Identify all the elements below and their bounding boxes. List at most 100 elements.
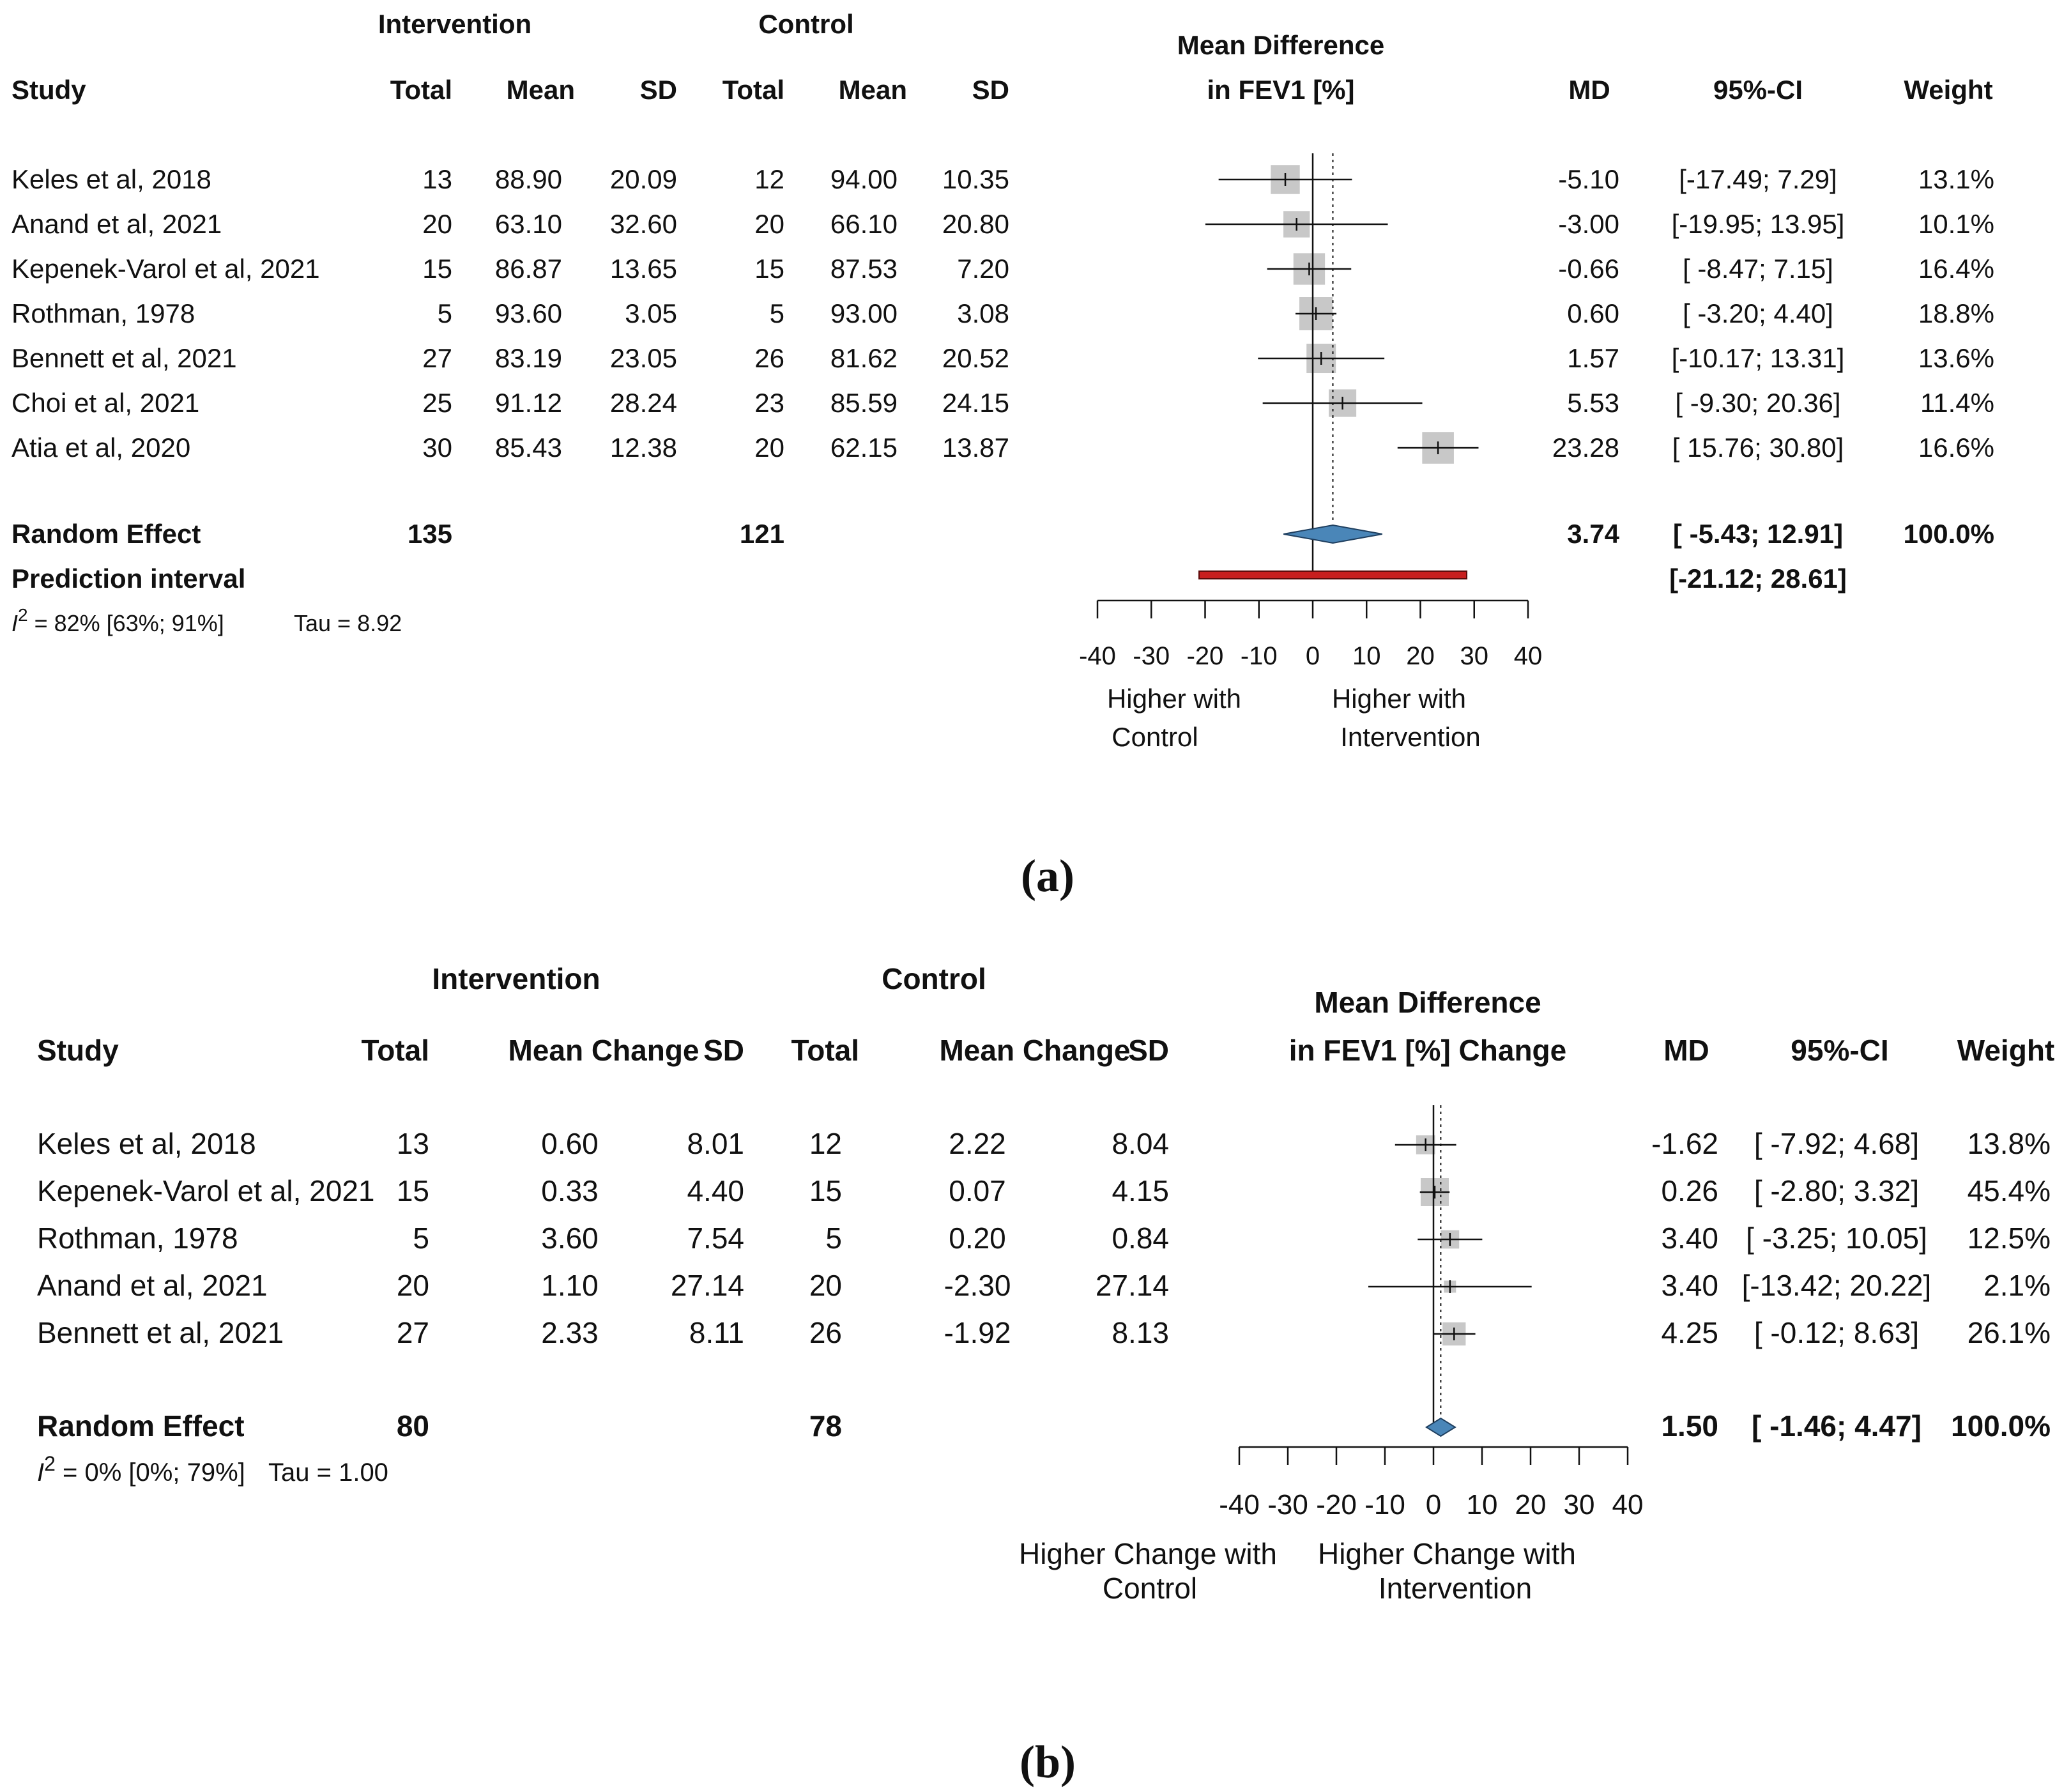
tau-value: Tau = 1.00 [268, 1459, 388, 1487]
column-header: SD [640, 75, 677, 105]
table-cell: 12.38 [610, 433, 677, 463]
ci-value: [-19.95; 13.95] [1672, 209, 1845, 239]
table-cell: 13 [422, 164, 452, 194]
md-value: 5.53 [1567, 388, 1619, 418]
x-tick-label: 0 [1306, 642, 1320, 670]
x-tick-label: 20 [1406, 642, 1435, 670]
table-cell: 10.35 [942, 164, 1009, 194]
table-cell: 12 [809, 1127, 842, 1160]
table-cell: 15 [809, 1174, 842, 1207]
table-cell: 5 [770, 298, 784, 328]
table-cell: 15 [754, 254, 784, 284]
table-cell: 8.01 [687, 1127, 744, 1160]
study-label: Keles et al, 2018 [11, 164, 211, 194]
column-header: Mean Change [939, 1034, 1130, 1067]
table-cell: 4.15 [1112, 1174, 1169, 1207]
table-cell: 3.08 [957, 298, 1009, 328]
table-cell: 93.00 [830, 298, 898, 328]
table-cell: 3.05 [625, 298, 677, 328]
md-value: 4.25 [1661, 1316, 1718, 1349]
table-cell: 7.20 [957, 254, 1009, 284]
column-header: SD [1128, 1034, 1169, 1067]
table-cell: 20.52 [942, 343, 1009, 373]
table-cell: 20 [754, 433, 784, 463]
column-header: SD [703, 1034, 744, 1067]
random-effect-int-total: 80 [397, 1409, 429, 1443]
table-cell: 94.00 [830, 164, 898, 194]
random-effect-md: 1.50 [1661, 1409, 1718, 1443]
plot-title: in FEV1 [%] [1207, 75, 1354, 105]
weight-value: 2.1% [1983, 1269, 2051, 1302]
random-effect-diamond [1283, 524, 1382, 544]
md-value: -1.62 [1651, 1127, 1718, 1160]
table-cell: 62.15 [830, 433, 898, 463]
x-tick-label: 10 [1352, 642, 1381, 670]
study-label: Keles et al, 2018 [37, 1127, 256, 1160]
md-value: 3.40 [1661, 1221, 1718, 1255]
favours-right-label: Higher Change with [1318, 1537, 1576, 1570]
table-cell: 23.05 [610, 343, 677, 373]
x-tick-label: -40 [1219, 1489, 1260, 1520]
x-tick-label: -30 [1133, 642, 1170, 670]
table-cell: 81.62 [830, 343, 898, 373]
table-cell: 20 [809, 1269, 842, 1302]
column-header: Mean [839, 75, 907, 105]
table-cell: 13 [397, 1127, 429, 1160]
weight-value: 45.4% [1968, 1174, 2051, 1207]
ci-value: [ -0.12; 8.63] [1754, 1316, 1919, 1349]
table-cell: 27.14 [671, 1269, 744, 1302]
md-value: 1.57 [1567, 343, 1619, 373]
table-cell: 8.13 [1112, 1316, 1169, 1349]
table-cell: 27 [397, 1316, 429, 1349]
table-cell: -2.30 [944, 1269, 1011, 1302]
random-effect-ci: [ -1.46; 4.47] [1752, 1409, 1922, 1443]
md-value: -5.10 [1558, 164, 1619, 194]
result-header: 95%-CI [1713, 75, 1803, 105]
favours-right-label: Intervention [1340, 722, 1480, 752]
table-cell: 13.87 [942, 433, 1009, 463]
x-tick-label: -30 [1267, 1489, 1308, 1520]
table-cell: 3.60 [541, 1221, 599, 1255]
random-effect-ctl-total: 121 [740, 519, 784, 549]
table-cell: 20.09 [610, 164, 677, 194]
table-cell: 5 [413, 1221, 429, 1255]
x-tick-label: 20 [1515, 1489, 1547, 1520]
x-tick-label: 40 [1514, 642, 1543, 670]
study-label: Rothman, 1978 [11, 298, 195, 328]
study-label: Bennett et al, 2021 [37, 1316, 284, 1349]
panel-b: Intervention Control Study Total Mean Change… [37, 962, 2054, 1788]
favours-left-label: Higher with [1107, 684, 1241, 714]
table-cell: 85.43 [495, 433, 562, 463]
x-tick-label: 10 [1467, 1489, 1498, 1520]
table-cell: 4.40 [687, 1174, 744, 1207]
md-value: 23.28 [1552, 433, 1619, 463]
table-cell: 26 [809, 1316, 842, 1349]
ci-value: [-17.49; 7.29] [1679, 164, 1837, 194]
table-cell: 28.24 [610, 388, 677, 418]
plot-title: Mean Difference [1314, 986, 1541, 1019]
table-cell: 86.87 [495, 254, 562, 284]
favours-right-label: Intervention [1379, 1572, 1532, 1605]
table-cell: 26 [754, 343, 784, 373]
table-cell: 63.10 [495, 209, 562, 239]
random-effect-md: 3.74 [1567, 519, 1619, 549]
table-cell: 27 [422, 343, 452, 373]
ci-value: [ -8.47; 7.15] [1683, 254, 1833, 284]
study-label: Bennett et al, 2021 [11, 343, 237, 373]
table-cell: 2.33 [541, 1316, 599, 1349]
random-effect-label: Random Effect [37, 1409, 245, 1443]
prediction-interval-ci: [-21.12; 28.61] [1669, 563, 1847, 594]
table-cell: 0.07 [949, 1174, 1006, 1207]
table-cell: 83.19 [495, 343, 562, 373]
table-cell: 27.14 [1096, 1269, 1169, 1302]
column-header: Total [390, 75, 452, 105]
column-header: Mean [507, 75, 575, 105]
table-cell: 24.15 [942, 388, 1009, 418]
x-tick-label: 0 [1426, 1489, 1441, 1520]
heterogeneity-stats: I2 = 0% [0%; 79%] [37, 1452, 245, 1487]
result-header: MD [1663, 1034, 1709, 1067]
favours-left-label: Control [1103, 1572, 1197, 1605]
table-cell: 8.04 [1112, 1127, 1169, 1160]
table-cell: 20 [397, 1269, 429, 1302]
